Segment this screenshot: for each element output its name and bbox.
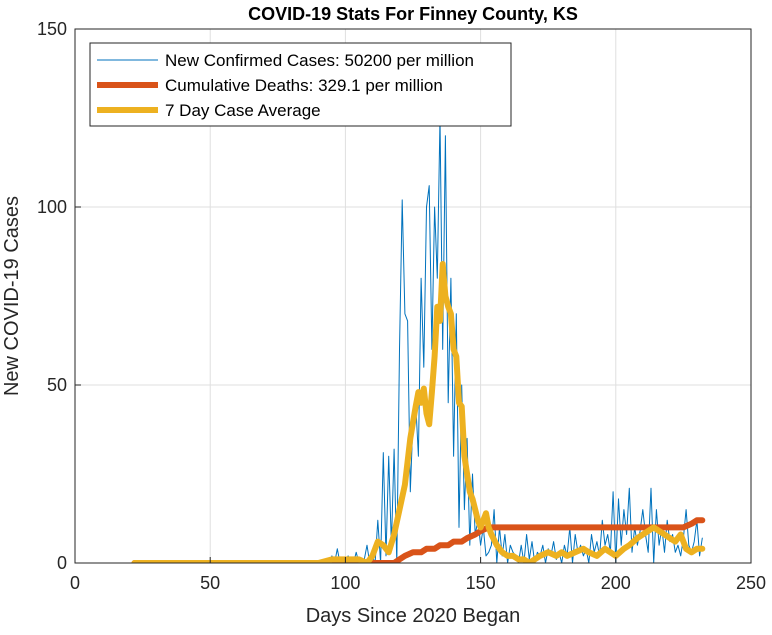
x-axis-label: Days Since 2020 Began [306, 605, 521, 627]
series-line-7day-average [131, 261, 706, 563]
legend-box [89, 42, 512, 127]
x-tick-label: 0 [70, 573, 80, 593]
x-tick-label: 250 [736, 573, 766, 593]
chart-title: COVID-19 Stats For Finney County, KS [248, 4, 578, 24]
x-tick-label: 100 [330, 573, 360, 593]
y-tick-label: 150 [37, 19, 67, 39]
x-tick-label: 150 [466, 573, 496, 593]
x-tick-label: 50 [200, 573, 220, 593]
y-axis-label: New COVID-19 Cases [1, 196, 23, 396]
tick-layer: 0 50 100 150 200 250 0 50 100 150 [37, 19, 766, 593]
legend: New Confirmed Cases: 50200 per million C… [89, 42, 512, 127]
y-tick-label: 100 [37, 197, 67, 217]
legend-label-deaths: Cumulative Deaths: 329.1 per million [165, 76, 443, 95]
axes-box [74, 28, 752, 564]
x-tick-label: 200 [601, 573, 631, 593]
legend-label-average: 7 Day Case Average [165, 101, 321, 120]
series-layer [131, 117, 706, 563]
y-tick-label: 0 [57, 553, 67, 573]
legend-label-new-cases: New Confirmed Cases: 50200 per million [165, 51, 474, 70]
series-line-deaths [131, 517, 706, 563]
y-tick-label: 50 [47, 375, 67, 395]
